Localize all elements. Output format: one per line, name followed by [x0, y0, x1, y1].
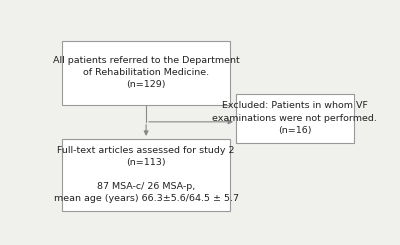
- Text: Excluded: Patients in whom VF
examinations were not performed.
(n=16): Excluded: Patients in whom VF examinatio…: [212, 101, 377, 135]
- Text: All patients referred to the Department
of Rehabilitation Medicine.
(n=129): All patients referred to the Department …: [53, 56, 240, 89]
- Text: Full-text articles assessed for study 2
(n=113)

87 MSA-c/ 26 MSA-p,
mean age (y: Full-text articles assessed for study 2 …: [54, 146, 238, 203]
- Bar: [236, 94, 354, 143]
- Bar: [62, 139, 230, 210]
- Bar: [62, 41, 230, 105]
